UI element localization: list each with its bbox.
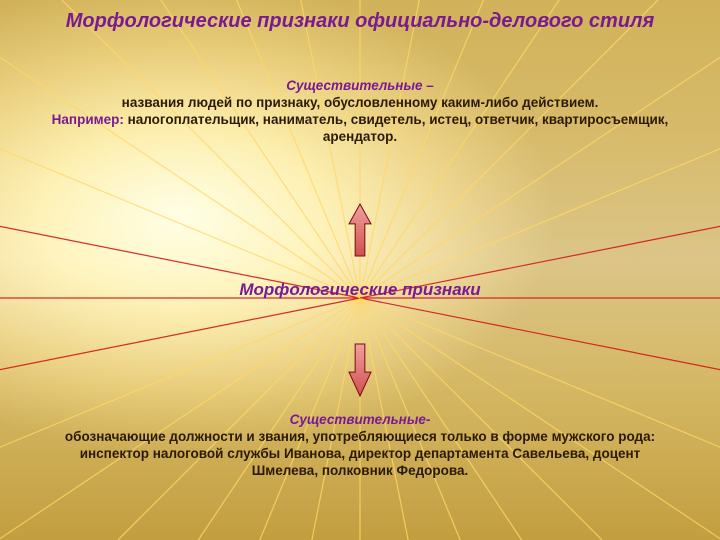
top-example-label: Например:: [52, 112, 128, 127]
bottom-text: обозначающие должности и звания, употреб…: [65, 429, 655, 478]
top-example-text: налогоплательщик, наниматель, свидетель,…: [128, 112, 669, 144]
slide-stage: Морфологические признаки официально-дело…: [0, 0, 720, 540]
bottom-text-block: Существительные- обозначающие должности …: [0, 412, 720, 480]
arrow-up-icon: [345, 202, 375, 260]
bottom-lead: Существительные-: [290, 412, 431, 427]
arrow-down-icon: [345, 342, 375, 400]
top-text: названия людей по признаку, обусловленно…: [122, 95, 599, 110]
top-text-block: Существительные – названия людей по приз…: [0, 78, 720, 146]
center-label: Морфологические признаки: [0, 281, 720, 300]
top-lead: Существительные –: [286, 78, 434, 93]
slide-title: Морфологические признаки официально-дело…: [0, 10, 720, 33]
